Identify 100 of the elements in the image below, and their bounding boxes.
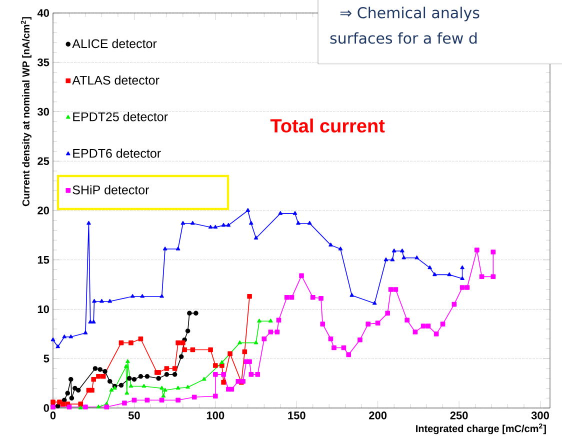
point — [140, 294, 144, 298]
point — [144, 374, 150, 379]
point — [50, 400, 56, 404]
point — [332, 345, 336, 350]
point — [62, 334, 67, 338]
point — [428, 265, 432, 270]
point — [375, 320, 380, 326]
point — [68, 334, 73, 338]
point — [172, 366, 178, 371]
point — [274, 330, 280, 334]
point — [268, 330, 274, 334]
point — [68, 376, 74, 382]
point — [328, 336, 334, 342]
point — [88, 320, 92, 324]
point — [221, 380, 226, 385]
point — [248, 372, 254, 377]
y-tick-label: 40 — [37, 9, 50, 17]
point — [128, 384, 134, 388]
point — [257, 318, 262, 322]
point — [55, 404, 60, 408]
legend-label: EPDT6 detector — [73, 148, 161, 158]
point — [246, 208, 250, 212]
point — [392, 248, 396, 252]
point — [276, 318, 282, 323]
point — [156, 376, 161, 381]
x-tick-label: 250 — [450, 412, 468, 420]
point — [213, 224, 218, 229]
point — [92, 366, 98, 371]
point — [358, 337, 362, 342]
point — [96, 374, 101, 379]
point — [208, 347, 213, 352]
point — [372, 300, 377, 305]
point — [180, 340, 186, 346]
point — [190, 220, 195, 225]
point — [122, 400, 127, 406]
point — [452, 302, 457, 307]
point — [213, 394, 218, 399]
point — [385, 310, 390, 316]
point — [104, 404, 109, 410]
y-tick-label: 15 — [38, 256, 50, 264]
point — [400, 248, 404, 252]
point — [92, 298, 96, 303]
point — [262, 336, 267, 342]
point — [128, 340, 134, 346]
point — [350, 293, 354, 297]
y-tick-label: 30 — [37, 108, 50, 116]
annotation: Total current — [270, 118, 385, 133]
point — [96, 404, 101, 408]
point — [162, 246, 168, 250]
point — [208, 224, 213, 229]
point — [107, 378, 112, 384]
point — [187, 310, 192, 316]
point — [162, 388, 168, 392]
point — [91, 376, 96, 382]
point — [341, 345, 346, 350]
point — [242, 349, 248, 354]
point — [289, 295, 294, 300]
y-tick-label: 25 — [38, 157, 50, 166]
point — [402, 256, 406, 260]
point — [268, 318, 273, 322]
point — [72, 386, 78, 391]
x-tick-label: 150 — [288, 412, 306, 420]
point — [186, 384, 190, 389]
y-tick-label: 10 — [38, 305, 50, 314]
point — [102, 369, 108, 374]
point — [479, 274, 484, 280]
y-axis-title: Current density at nominal WP [nA/cm$^{2}$] — [20, 17, 32, 206]
point — [100, 298, 104, 303]
point — [202, 376, 206, 381]
point — [138, 336, 144, 342]
point — [178, 354, 184, 360]
point — [50, 337, 56, 342]
point — [172, 372, 178, 377]
point — [56, 344, 60, 348]
point — [90, 388, 94, 393]
point — [432, 272, 437, 276]
x-axis-title: Integrated charge [mC/cm$^{2}$] — [416, 424, 546, 434]
point — [384, 257, 388, 262]
point — [57, 400, 62, 404]
point — [78, 406, 83, 410]
point — [118, 382, 124, 388]
x-tick-label: 200 — [369, 412, 387, 420]
point — [238, 340, 242, 344]
point — [124, 364, 128, 368]
point — [229, 386, 234, 392]
point — [226, 222, 231, 227]
point — [66, 404, 72, 410]
point — [160, 294, 164, 298]
x-tick-label: 50 — [128, 412, 140, 420]
point — [221, 372, 226, 377]
x-tick-label: 0 — [50, 412, 56, 420]
point — [346, 352, 352, 358]
point — [159, 398, 164, 402]
point — [255, 372, 260, 377]
point — [78, 402, 84, 406]
point — [464, 285, 470, 290]
annotation: ⇒ Chemical analys — [340, 6, 480, 22]
point — [176, 246, 180, 250]
point — [118, 340, 124, 346]
point — [414, 256, 419, 260]
